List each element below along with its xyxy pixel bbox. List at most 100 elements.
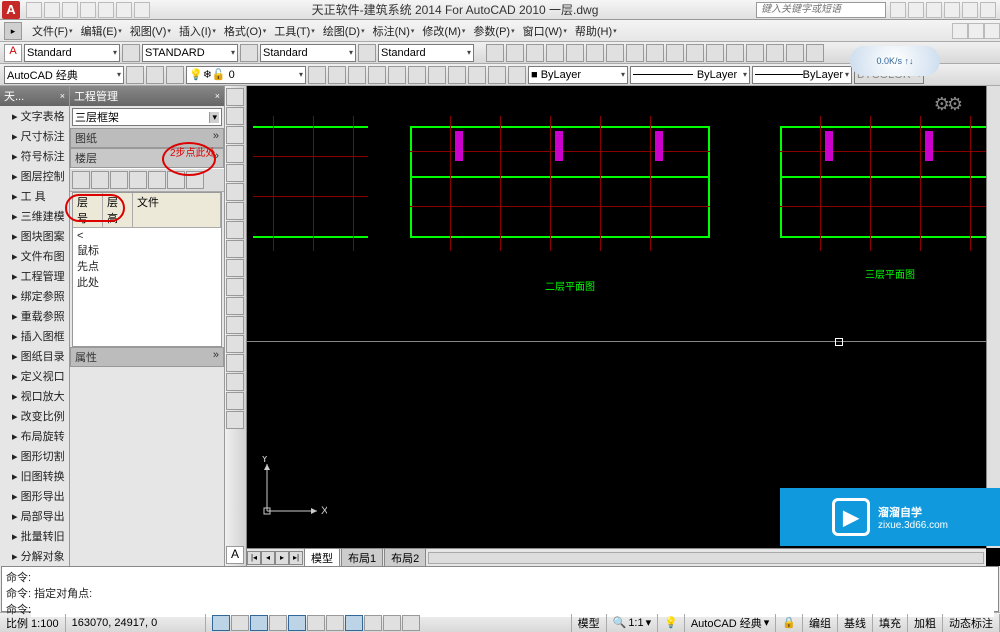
tangent-tree-item[interactable]: ▸ 定义视口 — [0, 366, 69, 386]
layer-tool-icon[interactable] — [468, 66, 486, 84]
print-icon[interactable] — [116, 2, 132, 18]
status-modelspace[interactable]: 模型 — [572, 614, 607, 632]
arc-icon[interactable] — [226, 145, 244, 163]
undo-icon[interactable] — [80, 2, 96, 18]
tangent-tree-item[interactable]: ▸ 符号标注 — [0, 146, 69, 166]
infocenter-icon[interactable] — [890, 2, 906, 18]
workspace-settings-icon[interactable] — [126, 66, 144, 84]
mleader-style-icon[interactable] — [358, 44, 376, 62]
tangent-tree-item[interactable]: ▸ 工程管理 — [0, 266, 69, 286]
lineweight-select[interactable]: ByLayer — [752, 66, 852, 84]
tab-next-icon[interactable]: ▸ — [275, 551, 289, 565]
color-select[interactable]: ■ ByLayer — [528, 66, 628, 84]
line-icon[interactable] — [226, 88, 244, 106]
layer-tool-icon[interactable] — [368, 66, 386, 84]
status-fill[interactable]: 填充 — [873, 614, 908, 632]
layer-select[interactable]: 💡❄🔓 0 — [186, 66, 306, 84]
tangent-panel-header[interactable]: 天...× — [0, 86, 69, 106]
layer-icon[interactable] — [166, 66, 184, 84]
ducs-toggle-icon[interactable] — [326, 615, 344, 631]
table-style-icon[interactable] — [240, 44, 258, 62]
tangent-tree-item[interactable]: ▸ 文字表格 — [0, 106, 69, 126]
menu-modify[interactable]: 修改(M) — [418, 21, 469, 41]
status-lock-icon[interactable]: 🔒 — [776, 614, 803, 632]
status-dyn-dim[interactable]: 动态标注 — [943, 614, 1000, 632]
grid-toggle-icon[interactable] — [231, 615, 249, 631]
tool-icon[interactable] — [626, 44, 644, 62]
layer-tool-icon[interactable] — [388, 66, 406, 84]
text-icon[interactable] — [226, 221, 244, 239]
otrack-toggle-icon[interactable] — [307, 615, 325, 631]
circle-icon[interactable] — [226, 126, 244, 144]
doc-minimize-icon[interactable] — [952, 23, 968, 39]
tangent-tree-item[interactable]: ▸ 图形切割 — [0, 446, 69, 466]
status-annoscale[interactable]: 🔍 1:1 ▾ — [607, 614, 659, 632]
menu-format[interactable]: 格式(O) — [220, 21, 270, 41]
dyn-toggle-icon[interactable] — [345, 615, 363, 631]
status-baseline[interactable]: 基线 — [838, 614, 873, 632]
tangent-tree-item[interactable]: ▸ 文件布图 — [0, 246, 69, 266]
tool-icon[interactable] — [226, 335, 244, 353]
menu-browser-icon[interactable]: ▸ — [4, 22, 22, 40]
tab-layout1[interactable]: 布局1 — [341, 548, 383, 567]
tangent-tree-item[interactable]: ▸ 插入图框 — [0, 326, 69, 346]
tool-icon[interactable] — [226, 354, 244, 372]
tangent-tree-item[interactable]: ▸ 视口放大 — [0, 386, 69, 406]
layer-tool-icon[interactable] — [308, 66, 326, 84]
floor-tool-icon[interactable] — [91, 171, 109, 189]
layer-tool-icon[interactable] — [508, 66, 526, 84]
col-floor-height[interactable]: 层高 — [103, 193, 133, 227]
floor-tool-icon[interactable] — [186, 171, 204, 189]
osnap-toggle-icon[interactable] — [288, 615, 306, 631]
layer-tool-icon[interactable] — [448, 66, 466, 84]
tool-icon[interactable] — [806, 44, 824, 62]
close-icon[interactable] — [980, 2, 996, 18]
more-icon[interactable] — [134, 2, 150, 18]
status-scale[interactable]: 比例 1:100 — [0, 614, 66, 632]
qp-toggle-icon[interactable] — [383, 615, 401, 631]
nav-wheel-icon[interactable]: ⚙⚙ — [934, 94, 960, 115]
text-style-icon[interactable]: A — [4, 44, 22, 62]
doc-restore-icon[interactable] — [968, 23, 984, 39]
layer-props-icon[interactable] — [146, 66, 164, 84]
tangent-tree-item[interactable]: ▸ 图层控制 — [0, 166, 69, 186]
tool-icon[interactable] — [226, 392, 244, 410]
ortho-toggle-icon[interactable] — [250, 615, 268, 631]
list-body[interactable]: < 鼠标 先点 此处 — [73, 228, 221, 292]
horizontal-scrollbar[interactable] — [428, 552, 984, 564]
panel-close-icon[interactable]: × — [215, 91, 220, 101]
col-floor-num[interactable]: 层号 — [73, 193, 103, 227]
lwt-toggle-icon[interactable] — [364, 615, 382, 631]
pline-icon[interactable] — [226, 107, 244, 125]
polar-toggle-icon[interactable] — [269, 615, 287, 631]
snap-toggle-icon[interactable] — [212, 615, 230, 631]
menu-tools[interactable]: 工具(T) — [270, 21, 319, 41]
tangent-tree-item[interactable]: ▸ 局部导出 — [0, 506, 69, 526]
tangent-tree-item[interactable]: ▸ 三维建模 — [0, 206, 69, 226]
open-icon[interactable] — [44, 2, 60, 18]
tangent-tree-item[interactable]: ▸ 图块图案 — [0, 226, 69, 246]
tangent-tree-item[interactable]: ▸ 旧图转换 — [0, 466, 69, 486]
tool-icon[interactable] — [566, 44, 584, 62]
hatch-icon[interactable] — [226, 202, 244, 220]
maximize-icon[interactable] — [962, 2, 978, 18]
sc-toggle-icon[interactable] — [402, 615, 420, 631]
menu-view[interactable]: 视图(V) — [126, 21, 175, 41]
tangent-tree-item[interactable]: ▸ 绑定参照 — [0, 286, 69, 306]
status-workspace[interactable]: AutoCAD 经典 ▾ — [685, 614, 776, 632]
menu-help[interactable]: 帮助(H) — [571, 21, 621, 41]
mleader-style-select[interactable]: Standard — [378, 44, 474, 62]
dim-style-icon[interactable] — [122, 44, 140, 62]
tool-icon[interactable] — [226, 278, 244, 296]
tool-icon[interactable] — [226, 240, 244, 258]
autocad-logo-icon[interactable]: A — [2, 1, 20, 19]
text-style-select[interactable]: Standard — [24, 44, 120, 62]
tangent-tree-item[interactable]: ▸ 工 具 — [0, 186, 69, 206]
ellipse-icon[interactable] — [226, 183, 244, 201]
minimize-icon[interactable] — [944, 2, 960, 18]
tangent-tree-item[interactable]: ▸ 尺寸标注 — [0, 126, 69, 146]
status-coords[interactable]: 163070, 24917, 0 — [66, 614, 206, 632]
tool-icon[interactable] — [486, 44, 504, 62]
tool-icon[interactable] — [766, 44, 784, 62]
list-row[interactable]: 鼠标 — [77, 242, 217, 258]
